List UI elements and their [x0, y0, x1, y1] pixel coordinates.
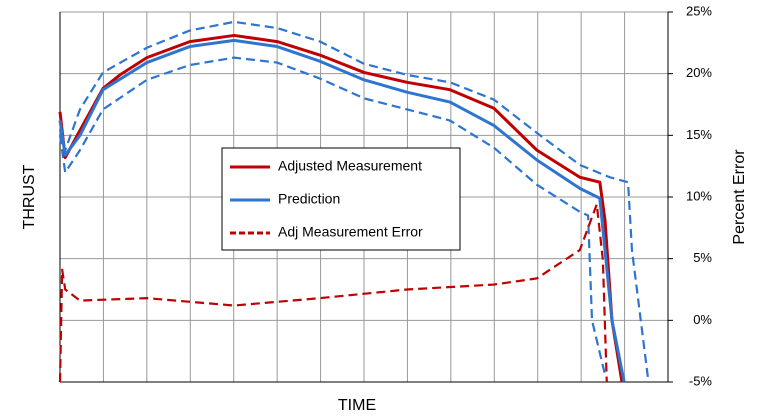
- y2-tick-label: 5%: [693, 250, 712, 265]
- y2-tick-label: 0%: [693, 312, 712, 327]
- series-line: [58, 20, 650, 379]
- y2-tick-label: 10%: [686, 188, 712, 203]
- legend-label: Prediction: [278, 191, 340, 207]
- y2-tick-label: 15%: [686, 127, 712, 142]
- y-axis-label: THRUST: [21, 164, 38, 229]
- y2-tick-label: -5%: [689, 373, 713, 388]
- y2-tick-label: 25%: [686, 3, 712, 18]
- series-line: [58, 38, 626, 383]
- x-axis-label: TIME: [338, 397, 376, 414]
- series-line: [58, 56, 607, 375]
- legend-label: Adj Measurement Error: [278, 224, 423, 240]
- y2-tick-label: 20%: [686, 65, 712, 80]
- legend-label: Adjusted Measurement: [278, 158, 422, 174]
- series-line: [58, 203, 608, 383]
- y2-axis-label: Percent Error: [731, 149, 748, 245]
